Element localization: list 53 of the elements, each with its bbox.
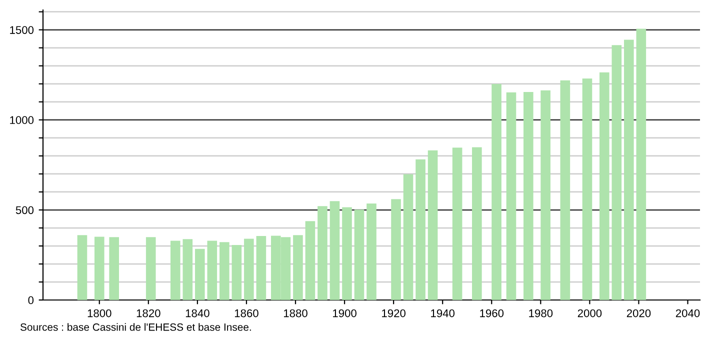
- bar: [182, 239, 193, 300]
- bar: [582, 78, 592, 300]
- bar: [342, 207, 352, 300]
- x-tick-label: 1840: [186, 309, 210, 318]
- y-tick-label: 0: [28, 296, 34, 304]
- y-tick-label: 1000: [10, 116, 34, 124]
- bar: [330, 201, 340, 300]
- bar: [366, 203, 376, 300]
- x-tick-label: 1800: [88, 309, 112, 318]
- bar: [293, 235, 303, 300]
- bar: [232, 245, 242, 300]
- bar: [146, 237, 156, 300]
- x-tick-label: 1820: [136, 309, 160, 318]
- bar: [416, 159, 426, 300]
- bar: [109, 237, 119, 300]
- bar: [244, 238, 254, 300]
- bar: [305, 221, 316, 300]
- x-tick-label: 1980: [529, 309, 553, 318]
- bar: [472, 147, 482, 300]
- x-tick-label: 2000: [578, 309, 602, 318]
- bar: [94, 236, 104, 300]
- x-tick-label: 2020: [626, 309, 651, 318]
- bar: [256, 236, 266, 300]
- y-tick-label: 1500: [10, 26, 34, 34]
- bar: [170, 240, 180, 300]
- bar: [428, 150, 438, 300]
- bar: [403, 174, 414, 300]
- x-tick-label: 1960: [480, 309, 504, 318]
- x-tick-label: 1940: [431, 309, 455, 318]
- bar: [207, 240, 218, 300]
- bar: [560, 80, 570, 300]
- x-tick-label: 1920: [382, 309, 406, 318]
- bar: [318, 206, 328, 300]
- bar: [540, 90, 550, 300]
- bar: [391, 199, 401, 300]
- bar: [492, 84, 502, 300]
- bar: [636, 28, 646, 300]
- bar: [452, 148, 462, 300]
- x-tick-label: 1880: [284, 309, 308, 318]
- bar: [194, 248, 205, 300]
- bar: [612, 45, 622, 300]
- bar: [599, 72, 610, 300]
- x-tick-label: 1860: [234, 309, 258, 318]
- bar: [506, 92, 516, 300]
- bar: [624, 40, 634, 300]
- y-tick-label: 500: [16, 206, 34, 214]
- bar: [220, 242, 230, 300]
- x-tick-label: 1900: [333, 309, 356, 318]
- x-tick-label: 2040: [676, 309, 700, 318]
- source-note: Sources : base Cassini de l'EHESS et base Insee.: [20, 323, 251, 331]
- bar: [77, 235, 88, 300]
- bar: [523, 92, 534, 300]
- bar: [354, 210, 364, 300]
